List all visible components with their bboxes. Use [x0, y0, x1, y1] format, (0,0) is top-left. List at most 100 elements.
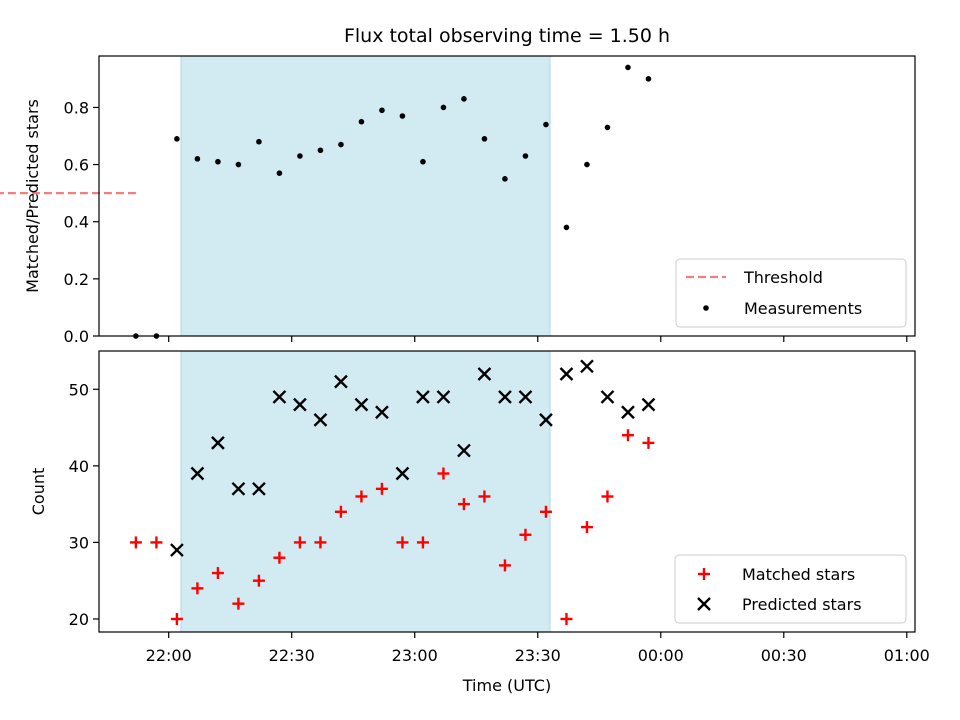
predicted-star-point	[559, 367, 574, 381]
predicted-star-point	[539, 413, 553, 427]
time-x-axis-label: Time (UTC)	[462, 676, 551, 695]
matched-star-point	[211, 567, 224, 580]
legend-threshold-label: Threshold	[743, 268, 823, 287]
predicted-star-point	[375, 405, 389, 420]
matched-star-point	[560, 612, 573, 625]
count-y-tick-label: 50	[69, 380, 89, 399]
measurement-point	[481, 136, 488, 142]
predicted-star-point	[641, 397, 656, 412]
predicted-star-point	[170, 543, 184, 557]
ratio-panel: 0.00.20.40.60.8 Matched/Predicted stars …	[0, 55, 916, 346]
predicted-star-point	[580, 359, 594, 374]
count-x-tick-label: 22:00	[146, 646, 192, 665]
predicted-star-point	[252, 481, 266, 496]
ratio-marks	[0, 64, 652, 339]
measurement-point	[625, 64, 631, 71]
matched-star-point	[498, 559, 511, 572]
measurement-point	[194, 156, 201, 162]
measurement-point	[379, 107, 385, 114]
predicted-star-point	[477, 367, 492, 381]
matched-star-point	[375, 482, 388, 495]
matched-star-point	[232, 597, 245, 610]
measurement-point	[276, 170, 283, 176]
measurement-point	[645, 76, 652, 82]
count-x-tick-label: 23:00	[392, 646, 438, 665]
measurement-point	[543, 121, 549, 128]
ratio-y-tick-label: 0.6	[64, 156, 89, 175]
matched-star-point	[621, 429, 634, 442]
predicted-star-point	[498, 390, 512, 404]
predicted-star-point	[211, 436, 225, 450]
legend-measurements-label: Measurements	[744, 299, 862, 318]
predicted-star-point	[190, 466, 205, 481]
measurement-point	[215, 158, 221, 165]
matched-star-point	[519, 528, 532, 541]
matched-star-point	[437, 467, 450, 480]
matched-star-point	[252, 574, 265, 587]
ratio-y-ticks: 0.0 0.2 0.4 0.6 0.8	[64, 98, 99, 346]
count-legend-box	[674, 554, 907, 624]
measurement-point	[461, 96, 467, 102]
matched-star-point	[334, 505, 347, 518]
count-y-axis-label: Count	[29, 468, 48, 516]
predicted-star-point	[416, 390, 430, 404]
count-x-tick-label: 00:30	[761, 646, 807, 665]
ratio-y-axis-label: Matched/Predicted stars	[23, 99, 42, 293]
measurement-point	[256, 138, 262, 145]
predicted-star-point	[231, 481, 246, 496]
predicted-star-point	[354, 397, 369, 412]
ratio-legend: Threshold Measurements	[675, 258, 907, 328]
predicted-star-point	[395, 466, 410, 481]
measurement-point	[174, 136, 180, 142]
ratio-y-tick-label: 0.4	[64, 213, 89, 232]
matched-star-point	[478, 490, 491, 503]
predicted-star-point	[272, 390, 287, 404]
legend-measurements-swatch	[703, 305, 709, 311]
legend-matched-label: Matched stars	[742, 565, 855, 584]
measurement-point	[522, 153, 529, 159]
chart-title: Flux total observing time = 1.50 h	[344, 25, 670, 47]
count-x-ticks: 22:00 22:30 23:00 23:30 00:00 00:30 01:00	[146, 632, 930, 665]
matched-star-point	[293, 536, 306, 549]
matched-star-point	[170, 612, 183, 625]
count-legend: Matched stars Predicted stars	[674, 554, 907, 624]
legend-predicted-swatch	[697, 597, 711, 611]
count-x-tick-label: 01:00	[884, 646, 930, 665]
count-panel: 20 30 40 50 22:00 22:30 23:00 23:30 00:00 00:30 0…	[29, 350, 930, 695]
legend-predicted-label: Predicted stars	[742, 595, 862, 614]
predicted-star-point	[457, 443, 471, 458]
measurement-point	[235, 161, 242, 168]
matched-star-point	[457, 498, 470, 511]
ratio-legend-box	[675, 258, 907, 328]
ratio-y-tick-label: 0.2	[64, 270, 89, 289]
observing-window-shade	[180, 55, 551, 337]
measurement-point	[440, 104, 447, 111]
count-x-tick-label: 22:30	[269, 646, 315, 665]
measurement-point	[399, 113, 406, 119]
matched-star-point	[642, 436, 655, 449]
matched-star-point	[191, 582, 204, 595]
count-y-tick-label: 30	[69, 533, 89, 552]
count-y-tick-label: 20	[69, 610, 89, 629]
predicted-star-point	[436, 390, 451, 404]
matched-star-point	[580, 521, 593, 534]
count-y-tick-label: 40	[69, 457, 89, 476]
measurement-point	[502, 176, 508, 182]
matched-star-point	[273, 551, 286, 564]
measurement-point	[584, 161, 590, 168]
measurement-point	[358, 118, 365, 125]
matched-star-point	[601, 490, 614, 503]
legend-matched-swatch	[698, 568, 710, 580]
predicted-star-point	[518, 390, 533, 404]
matched-star-point	[314, 536, 327, 549]
matched-star-point	[129, 536, 142, 549]
count-x-tick-label: 23:30	[515, 646, 561, 665]
predicted-star-point	[313, 413, 328, 427]
measurement-point	[338, 141, 344, 148]
matched-star-point	[150, 536, 163, 549]
measurement-point	[604, 124, 611, 131]
measurement-point	[563, 224, 570, 231]
count-axes-frame	[98, 350, 916, 633]
count-marks	[129, 359, 656, 625]
